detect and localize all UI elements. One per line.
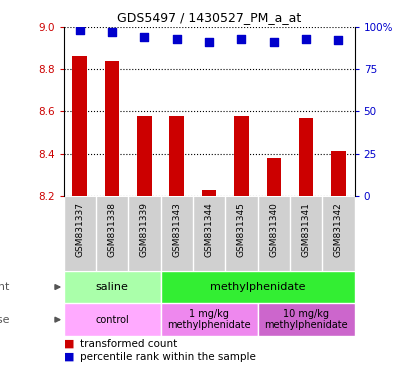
Point bbox=[108, 29, 115, 35]
Bar bbox=[234, 116, 248, 196]
Bar bbox=[169, 116, 184, 196]
Bar bbox=[63, 271, 160, 303]
Text: control: control bbox=[95, 314, 128, 325]
Point bbox=[335, 37, 341, 43]
Text: saline: saline bbox=[95, 282, 128, 292]
Bar bbox=[330, 151, 345, 196]
Text: transformed count: transformed count bbox=[80, 339, 177, 349]
Text: GSM831345: GSM831345 bbox=[236, 202, 245, 257]
Text: 10 mg/kg
methylphenidate: 10 mg/kg methylphenidate bbox=[264, 309, 347, 331]
Point bbox=[205, 39, 212, 45]
Bar bbox=[160, 271, 354, 303]
Text: ■: ■ bbox=[63, 339, 74, 349]
Text: GSM831339: GSM831339 bbox=[139, 202, 148, 257]
Bar bbox=[266, 158, 281, 196]
Text: GSM831337: GSM831337 bbox=[75, 202, 84, 257]
Text: GSM831342: GSM831342 bbox=[333, 202, 342, 257]
Bar bbox=[63, 303, 160, 336]
Text: dose: dose bbox=[0, 314, 10, 325]
Point bbox=[238, 36, 244, 42]
Text: methylphenidate: methylphenidate bbox=[209, 282, 305, 292]
Text: GSM831340: GSM831340 bbox=[269, 202, 278, 257]
Bar bbox=[160, 303, 257, 336]
Text: GSM831343: GSM831343 bbox=[172, 202, 181, 257]
Bar bbox=[105, 61, 119, 196]
Text: 1 mg/kg
methylphenidate: 1 mg/kg methylphenidate bbox=[167, 309, 250, 331]
Text: GSM831344: GSM831344 bbox=[204, 202, 213, 257]
Text: percentile rank within the sample: percentile rank within the sample bbox=[80, 352, 255, 362]
Point bbox=[141, 34, 147, 40]
Bar bbox=[137, 116, 151, 196]
Title: GDS5497 / 1430527_PM_a_at: GDS5497 / 1430527_PM_a_at bbox=[117, 11, 301, 24]
Bar bbox=[201, 189, 216, 196]
Text: GSM831341: GSM831341 bbox=[301, 202, 310, 257]
Point bbox=[76, 27, 83, 33]
Point bbox=[302, 36, 309, 42]
Point bbox=[173, 36, 180, 42]
Bar bbox=[72, 56, 87, 196]
Bar bbox=[257, 303, 354, 336]
Text: GSM831338: GSM831338 bbox=[107, 202, 116, 257]
Bar bbox=[298, 118, 312, 196]
Point bbox=[270, 39, 276, 45]
Text: ■: ■ bbox=[63, 352, 74, 362]
Text: agent: agent bbox=[0, 282, 10, 292]
